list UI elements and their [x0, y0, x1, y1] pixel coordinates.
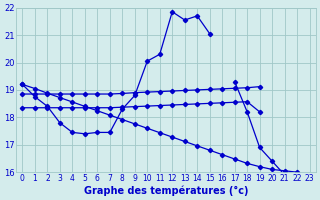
- X-axis label: Graphe des températures (°c): Graphe des températures (°c): [84, 185, 248, 196]
